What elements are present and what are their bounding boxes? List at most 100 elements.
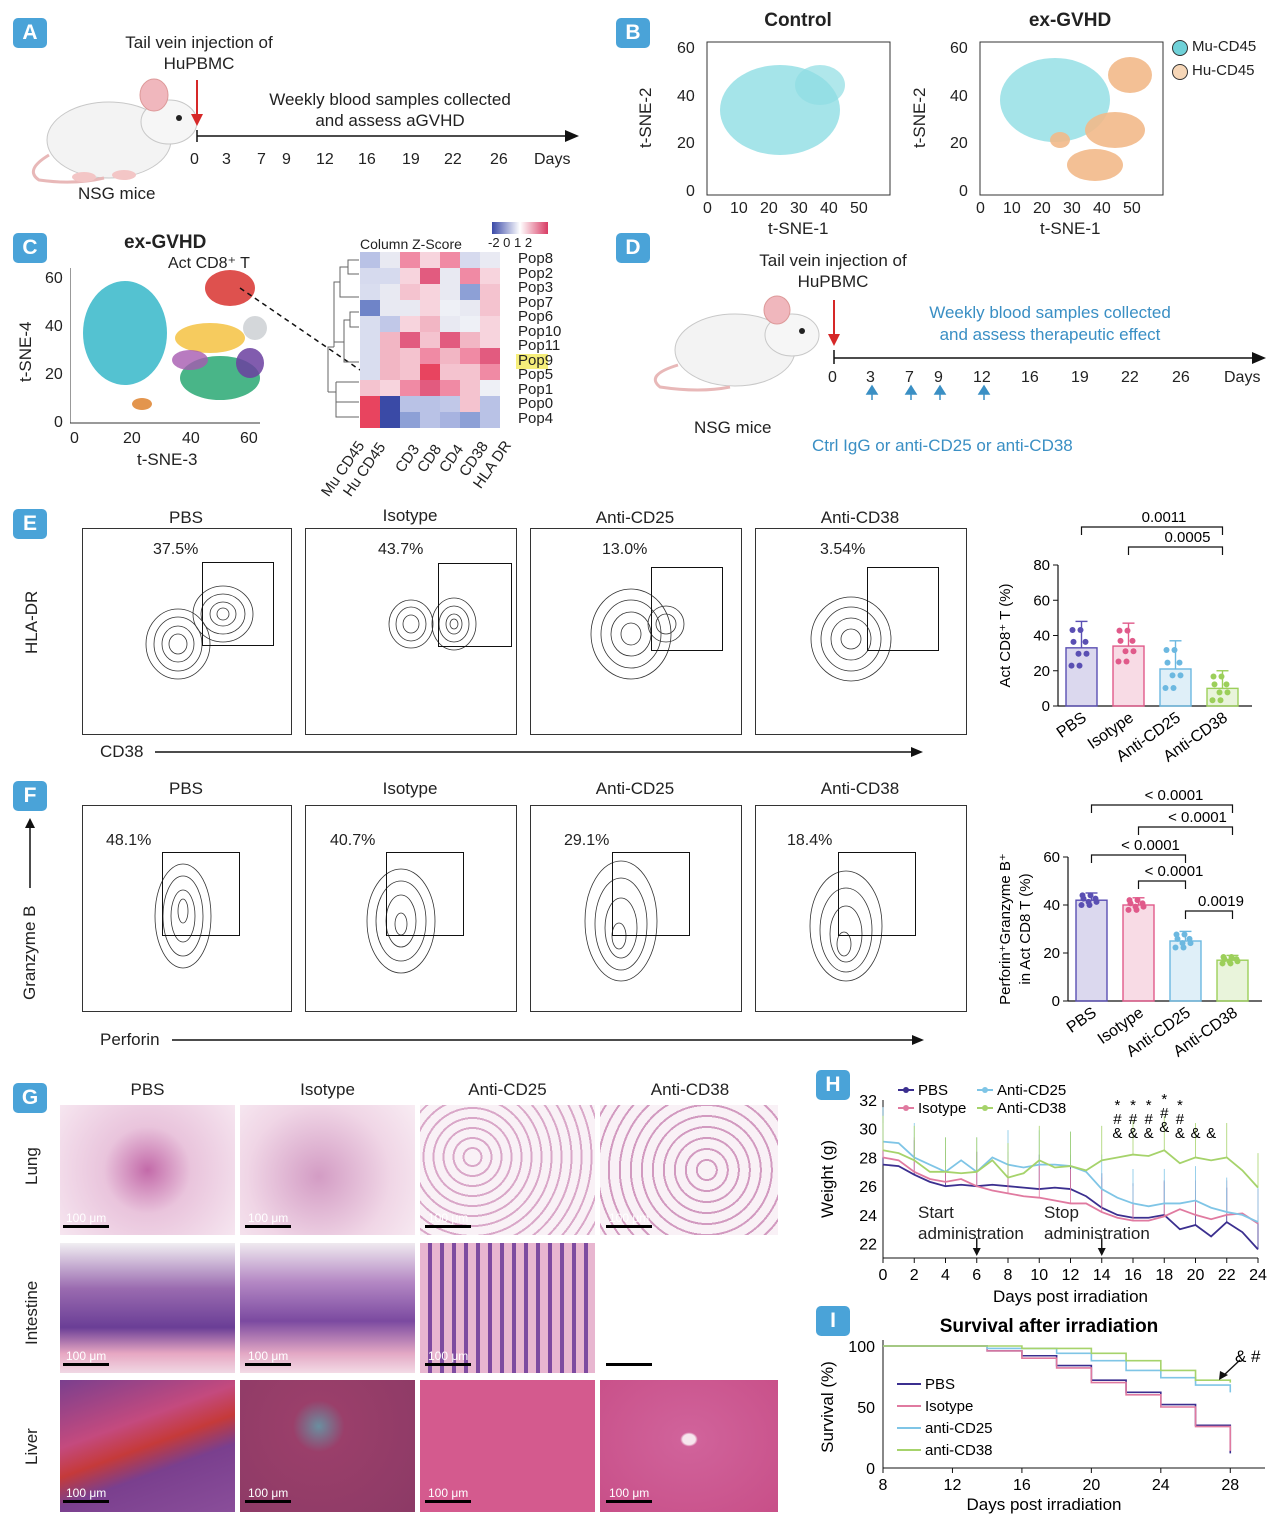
- y-tick-label: 60: [1043, 849, 1060, 866]
- marker-arrow: [1222, 1359, 1241, 1377]
- d-weekly-line1: Weekly blood samples collected: [929, 303, 1171, 322]
- y-tick-label: 32: [859, 1093, 877, 1110]
- h-start-line1: Start: [918, 1203, 954, 1222]
- a-weekly-line1: Weekly blood samples collected: [269, 90, 511, 109]
- c-ytick-0: 0: [54, 414, 63, 431]
- c-row-pop1: Pop1: [518, 380, 554, 398]
- significance-mark: #: [1113, 1111, 1122, 1128]
- bar-isotype: [1122, 904, 1155, 1002]
- a-tick-8: 26: [490, 151, 508, 168]
- c-ytick-20: 20: [45, 366, 63, 383]
- g-col-anti-cd38: Anti-CD38: [650, 1080, 730, 1099]
- legend-label: Isotype: [918, 1100, 966, 1117]
- significance-bracket: [1137, 880, 1187, 889]
- b2-ylabel: t-SNE-2: [910, 87, 929, 148]
- a-injection-line1: Tail vein injection of: [125, 33, 273, 52]
- panel-c-badge: C: [13, 233, 47, 263]
- y-axis-label: in Act CD8 T (%): [1017, 873, 1034, 984]
- x-tick-label: PBS: [1054, 709, 1090, 741]
- x-tick-label: 20: [1187, 1267, 1205, 1284]
- x-tick-label: 0: [879, 1267, 888, 1284]
- b2-ytick-60: 60: [950, 40, 968, 57]
- data-point: [1123, 658, 1130, 665]
- data-point: [1163, 646, 1170, 653]
- x-tick-label: 12: [944, 1477, 962, 1494]
- a-mouse-label: NSG mice: [78, 184, 156, 203]
- legend-label: PBS: [918, 1082, 948, 1099]
- data-point: [1082, 638, 1089, 645]
- data-point: [1217, 697, 1224, 704]
- legend-mu-cd45: Mu-CD45: [1192, 38, 1257, 55]
- c-row-pop3: Pop3: [518, 279, 554, 296]
- data-point: [1181, 931, 1188, 938]
- e-title-pbs: PBS: [168, 508, 204, 527]
- series-anti-cd38: [882, 1149, 1259, 1189]
- b1-ytick-0: 0: [686, 183, 695, 200]
- significance-mark: &: [1206, 1125, 1216, 1142]
- g-scalebar-8: 100 μm: [606, 1350, 653, 1366]
- g-lung-isotype: [240, 1105, 415, 1235]
- b1-ytick-60: 60: [677, 40, 695, 57]
- f-pct-anti-cd38: 18.4%: [787, 832, 833, 849]
- g-scalebar-6: 100 μm: [245, 1350, 292, 1366]
- y-axis-label: Perforin⁺Granzyme B⁺: [997, 853, 1014, 1005]
- e-gate-anti-cd38: [867, 567, 939, 651]
- data-point: [1086, 902, 1093, 909]
- b2-xtick-20: 20: [1033, 200, 1051, 217]
- e-x-arrow: [155, 747, 923, 757]
- x-tick-label: 20: [1082, 1477, 1100, 1494]
- marker-arrowhead: [1219, 1371, 1228, 1380]
- g-scalebar-4: 100 μm: [606, 1212, 653, 1228]
- c-ylabel: t-SNE-4: [16, 321, 35, 382]
- data-point: [1172, 944, 1179, 951]
- y-tick-label: 100: [848, 1339, 875, 1356]
- p-value: 0.0011: [1142, 509, 1187, 526]
- b2-xtick-30: 30: [1063, 200, 1081, 217]
- g-scalebar-7: 100 μm: [425, 1350, 472, 1366]
- legend-hu-cd45: Hu-CD45: [1192, 62, 1255, 79]
- data-point: [1130, 648, 1137, 655]
- significance-bracket: [1090, 854, 1187, 863]
- c-tsne-plot: [70, 268, 361, 424]
- survival-isotype: [883, 1345, 1232, 1451]
- data-point: [1162, 685, 1169, 692]
- x-tick-label: PBS: [1064, 1004, 1100, 1036]
- data-point: [1133, 906, 1140, 913]
- data-point: [1134, 897, 1141, 904]
- data-point: [1083, 650, 1090, 657]
- a-tick-2: 7: [257, 151, 266, 168]
- admin-arrowhead: [972, 1248, 981, 1256]
- significance-mark: &: [1175, 1125, 1185, 1142]
- d-days-label: Days: [1224, 369, 1261, 386]
- data-point: [1171, 646, 1178, 653]
- x-tick-label: 24: [1152, 1477, 1170, 1494]
- c-xtick-40: 40: [182, 430, 200, 447]
- data-point: [1068, 662, 1075, 669]
- y-tick-label: 80: [1033, 557, 1050, 574]
- c-row-labels: Pop8 Pop2 Pop3 Pop7 Pop6 Pop10 Pop11 Pop…: [518, 251, 561, 426]
- timeline-a: [191, 80, 579, 142]
- data-point: [1125, 906, 1132, 913]
- d-tick-16: 16: [1021, 369, 1039, 386]
- data-point: [1093, 898, 1100, 905]
- panel-h-badge: H: [816, 1070, 850, 1100]
- a-tick-3: 9: [282, 151, 291, 168]
- y-axis-label: Weight (g): [818, 1140, 837, 1218]
- g-intestine-pbs: [60, 1243, 235, 1373]
- b1-xtick-50: 50: [850, 200, 868, 217]
- e-pct-anti-cd38: 3.54%: [820, 541, 866, 558]
- x-tick-label: 12: [1062, 1267, 1080, 1284]
- data-point: [1069, 626, 1076, 633]
- y-axis-label: Act CD8⁺ T (%): [997, 583, 1014, 687]
- y-axis-label: Survival (%): [818, 1361, 837, 1453]
- g-scalebar-1: 100 μm: [63, 1212, 110, 1228]
- c-row-pop5: Pop5: [518, 366, 554, 383]
- significance-bracket: [1184, 910, 1234, 919]
- g-liver-anti-cd38: [600, 1380, 778, 1512]
- c-xtick-0: 0: [70, 430, 79, 447]
- f-y-arrow: [25, 818, 35, 888]
- data-point: [1180, 944, 1187, 951]
- x-tick-label: 18: [1155, 1267, 1173, 1284]
